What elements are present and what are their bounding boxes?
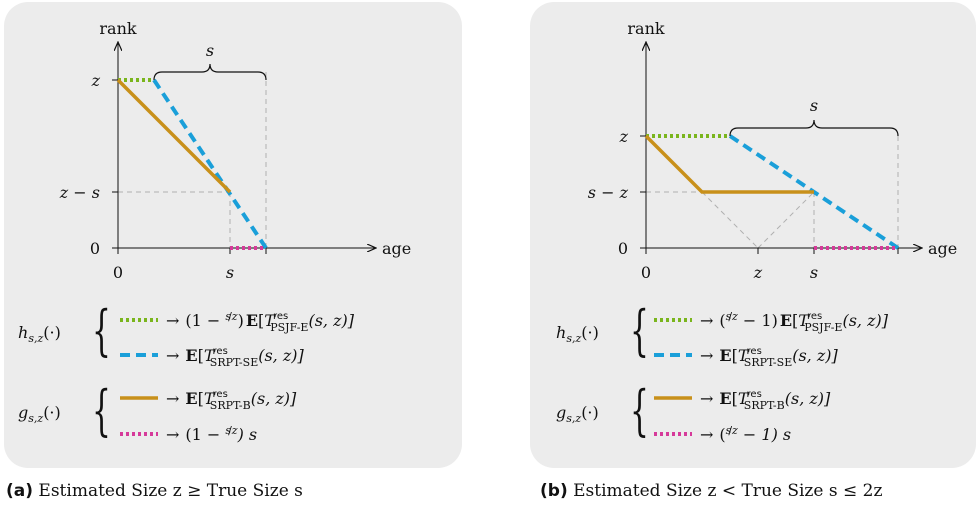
y-tick-label: 0 [618, 239, 628, 258]
gold-curve [644, 134, 814, 194]
brace-label: s [810, 96, 818, 115]
legend-pink-text: → (1 − s/z) s [166, 424, 257, 444]
h-label: hs,z(·) [18, 323, 61, 345]
h-brace: { [92, 301, 111, 363]
y-axis-label: rank [627, 19, 664, 38]
y-axis-label: rank [99, 19, 136, 38]
g-label: gs,z(·) [18, 403, 61, 425]
legend-gold-text: → E[Tres SRPT-B(s, z)] [700, 389, 831, 412]
panel-b-legend: hs,z(·) { gs,z(·) { → (s/z − 1) E[Tres PSJF… [556, 301, 889, 444]
caption-a-tag: (a) [6, 481, 34, 501]
y-tick-label: z − s [59, 183, 100, 202]
h-brace: { [630, 301, 649, 363]
caption-b-text: Estimated Size z < True Size s ≤ 2z [573, 481, 883, 501]
x-tick-label: z [753, 263, 763, 282]
panel-b [530, 2, 976, 468]
legend-green-text: → (s/z − 1) E[Tres PSJF-E(s, z)] [700, 310, 889, 334]
y-tick-label: s − z [588, 183, 629, 202]
h-label: hs,z(·) [556, 323, 599, 345]
legend-pink-text: → (s/z − 1) s [700, 424, 791, 444]
brace-label: s [206, 41, 214, 60]
panel-b-plot: s rank age z s − z 0 0 z s [588, 19, 957, 282]
panel-a [4, 2, 462, 468]
g-brace: { [92, 381, 111, 443]
blue-curve [152, 78, 268, 250]
g-label: gs,z(·) [556, 403, 599, 425]
x-tick-label: 0 [113, 263, 123, 282]
caption-b-tag: (b) [540, 481, 568, 501]
x-axis-label: age [382, 239, 411, 258]
guide-line [701, 191, 759, 249]
legend-blue-text: → E[Tres SRPT-SE(s, z)] [166, 346, 305, 369]
legend-green-text: → (1 − s/z) E[Tres PSJF-E(s, z)] [166, 310, 355, 334]
caption-a: (a) Estimated Size z ≥ True Size s [6, 481, 303, 501]
legend-gold-text: → E[Tres SRPT-B(s, z)] [166, 389, 297, 412]
y-tick-label: 0 [90, 239, 100, 258]
guide-line [757, 191, 815, 249]
y-tick-label: z [91, 71, 101, 90]
caption-a-text: Estimated Size z ≥ True Size s [38, 481, 303, 501]
x-axis-label: age [928, 239, 957, 258]
x-tick-label: 0 [641, 263, 651, 282]
x-tick-label: s [226, 263, 234, 282]
brace [153, 63, 267, 81]
panel-a-legend: hs,z(·) { gs,z(·) { → (1 − s/z) E[Tres PSJF… [18, 301, 355, 444]
caption-b: (b) Estimated Size z < True Size s ≤ 2z [540, 481, 882, 501]
gold-curve [116, 78, 232, 194]
g-brace: { [630, 381, 649, 443]
x-tick-label: s [810, 263, 818, 282]
brace [729, 119, 899, 137]
panel-a-plot: s rank age z z − s 0 0 s [59, 19, 411, 282]
legend-blue-text: → E[Tres SRPT-SE(s, z)] [700, 346, 839, 369]
y-tick-label: z [619, 127, 629, 146]
